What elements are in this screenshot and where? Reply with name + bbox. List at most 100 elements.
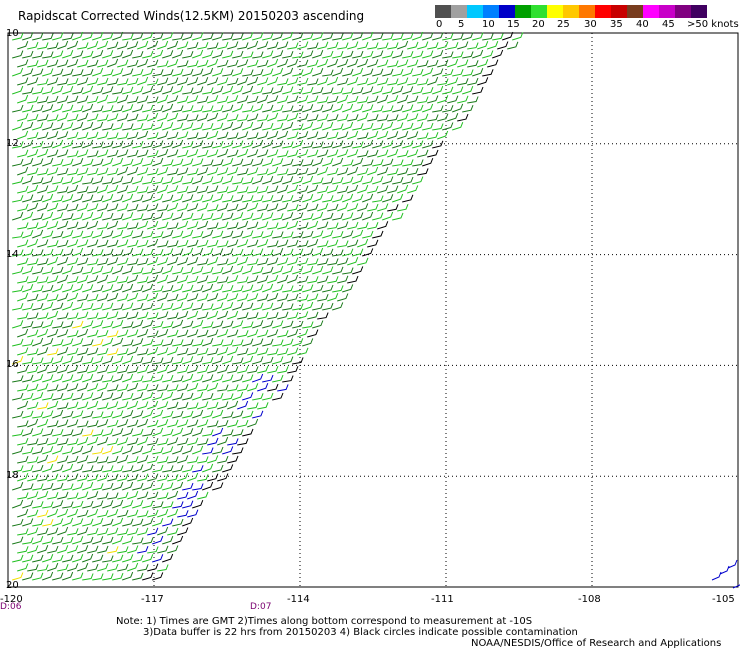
wind-barb — [242, 410, 254, 419]
wind-barb — [67, 114, 79, 122]
wind-barb — [12, 446, 24, 455]
wind-barb — [217, 131, 229, 140]
wind-barb — [157, 473, 169, 482]
note-line-2: 3)Data buffer is 22 hrs from 20150203 4)… — [143, 627, 578, 638]
wind-barb — [377, 77, 389, 86]
wind-barb — [187, 257, 199, 266]
wind-barb — [427, 114, 439, 122]
wind-barb — [172, 481, 184, 491]
wind-barb — [22, 374, 34, 383]
wind-barb — [312, 87, 324, 95]
legend-label: 0 — [436, 19, 443, 30]
wind-barb — [127, 382, 139, 392]
wind-barb — [357, 222, 369, 230]
wind-barb — [237, 42, 249, 50]
wind-barb — [97, 402, 109, 410]
wind-barb — [337, 167, 349, 176]
wind-barb — [52, 158, 64, 167]
wind-barb — [147, 438, 159, 446]
wind-barb — [182, 517, 194, 527]
wind-barb — [147, 509, 159, 518]
wind-barb — [342, 159, 354, 167]
wind-barb — [92, 465, 104, 473]
wind-barb — [187, 275, 199, 284]
wind-barb — [247, 132, 259, 140]
wind-barb — [262, 266, 274, 275]
wind-barb — [242, 249, 254, 257]
wind-barb — [127, 113, 139, 122]
wind-barb — [77, 221, 89, 230]
wind-barb — [312, 122, 324, 131]
wind-barb — [92, 284, 104, 293]
wind-barb — [102, 105, 114, 113]
wind-barb — [147, 40, 159, 50]
wind-barb — [272, 392, 284, 401]
wind-barb — [472, 68, 484, 77]
wind-barb — [152, 447, 164, 455]
wind-barb — [232, 391, 244, 401]
wind-barb — [262, 212, 274, 221]
wind-barb — [107, 527, 119, 536]
wind-barb — [242, 302, 254, 311]
wind-barb — [332, 194, 344, 203]
wind-barb — [347, 184, 359, 194]
wind-barb — [107, 220, 119, 230]
wind-barb — [122, 410, 134, 419]
wind-barb — [227, 293, 239, 302]
wind-barb — [87, 203, 99, 212]
wind-barb — [327, 131, 339, 140]
wind-barb — [187, 437, 199, 446]
wind-barb — [182, 320, 194, 329]
wind-barb — [182, 373, 194, 383]
legend-label: 20 — [532, 19, 545, 30]
legend-label: 15 — [507, 19, 520, 30]
wind-barb — [137, 58, 149, 68]
wind-barb — [207, 455, 219, 464]
wind-barb — [137, 76, 149, 86]
wind-barb — [22, 158, 34, 167]
wind-barb — [292, 87, 304, 95]
wind-barb — [252, 69, 264, 77]
wind-barb — [262, 158, 274, 167]
wind-barb — [247, 347, 259, 356]
wind-barb — [17, 328, 29, 338]
wind-barb — [142, 141, 154, 149]
wind-barb — [247, 59, 259, 68]
wind-barb — [407, 78, 419, 86]
wind-barb — [307, 239, 319, 248]
wind-barb — [167, 490, 179, 500]
wind-barb — [52, 572, 64, 581]
wind-barb — [57, 78, 69, 86]
wind-barb — [417, 41, 429, 50]
wind-barb — [192, 266, 204, 275]
wind-barb — [32, 337, 44, 347]
wind-barb — [252, 175, 264, 185]
wind-barb — [472, 32, 484, 41]
wind-barb — [17, 149, 29, 158]
wind-barb — [122, 266, 134, 275]
wind-barb — [107, 203, 119, 212]
wind-barb — [137, 564, 149, 572]
wind-barb — [32, 229, 44, 239]
wind-barb — [297, 294, 309, 302]
wind-barb — [92, 411, 104, 419]
wind-barb — [67, 150, 79, 158]
wind-barb — [192, 231, 204, 239]
wind-barb — [337, 221, 349, 230]
wind-barb — [457, 59, 469, 68]
wind-barb — [277, 330, 289, 338]
wind-barb — [37, 564, 49, 572]
wind-barb — [317, 185, 329, 194]
wind-barb — [282, 195, 294, 203]
wind-barb — [87, 365, 99, 374]
wind-barb — [422, 87, 434, 95]
wind-barb — [347, 58, 359, 68]
wind-barb — [202, 159, 214, 167]
wind-barb — [122, 158, 134, 167]
wind-barb — [502, 31, 514, 41]
wind-barb — [117, 563, 129, 572]
wind-barb — [192, 303, 204, 311]
wind-barb — [112, 229, 124, 239]
wind-barb — [137, 365, 149, 374]
wind-barb — [337, 114, 349, 122]
